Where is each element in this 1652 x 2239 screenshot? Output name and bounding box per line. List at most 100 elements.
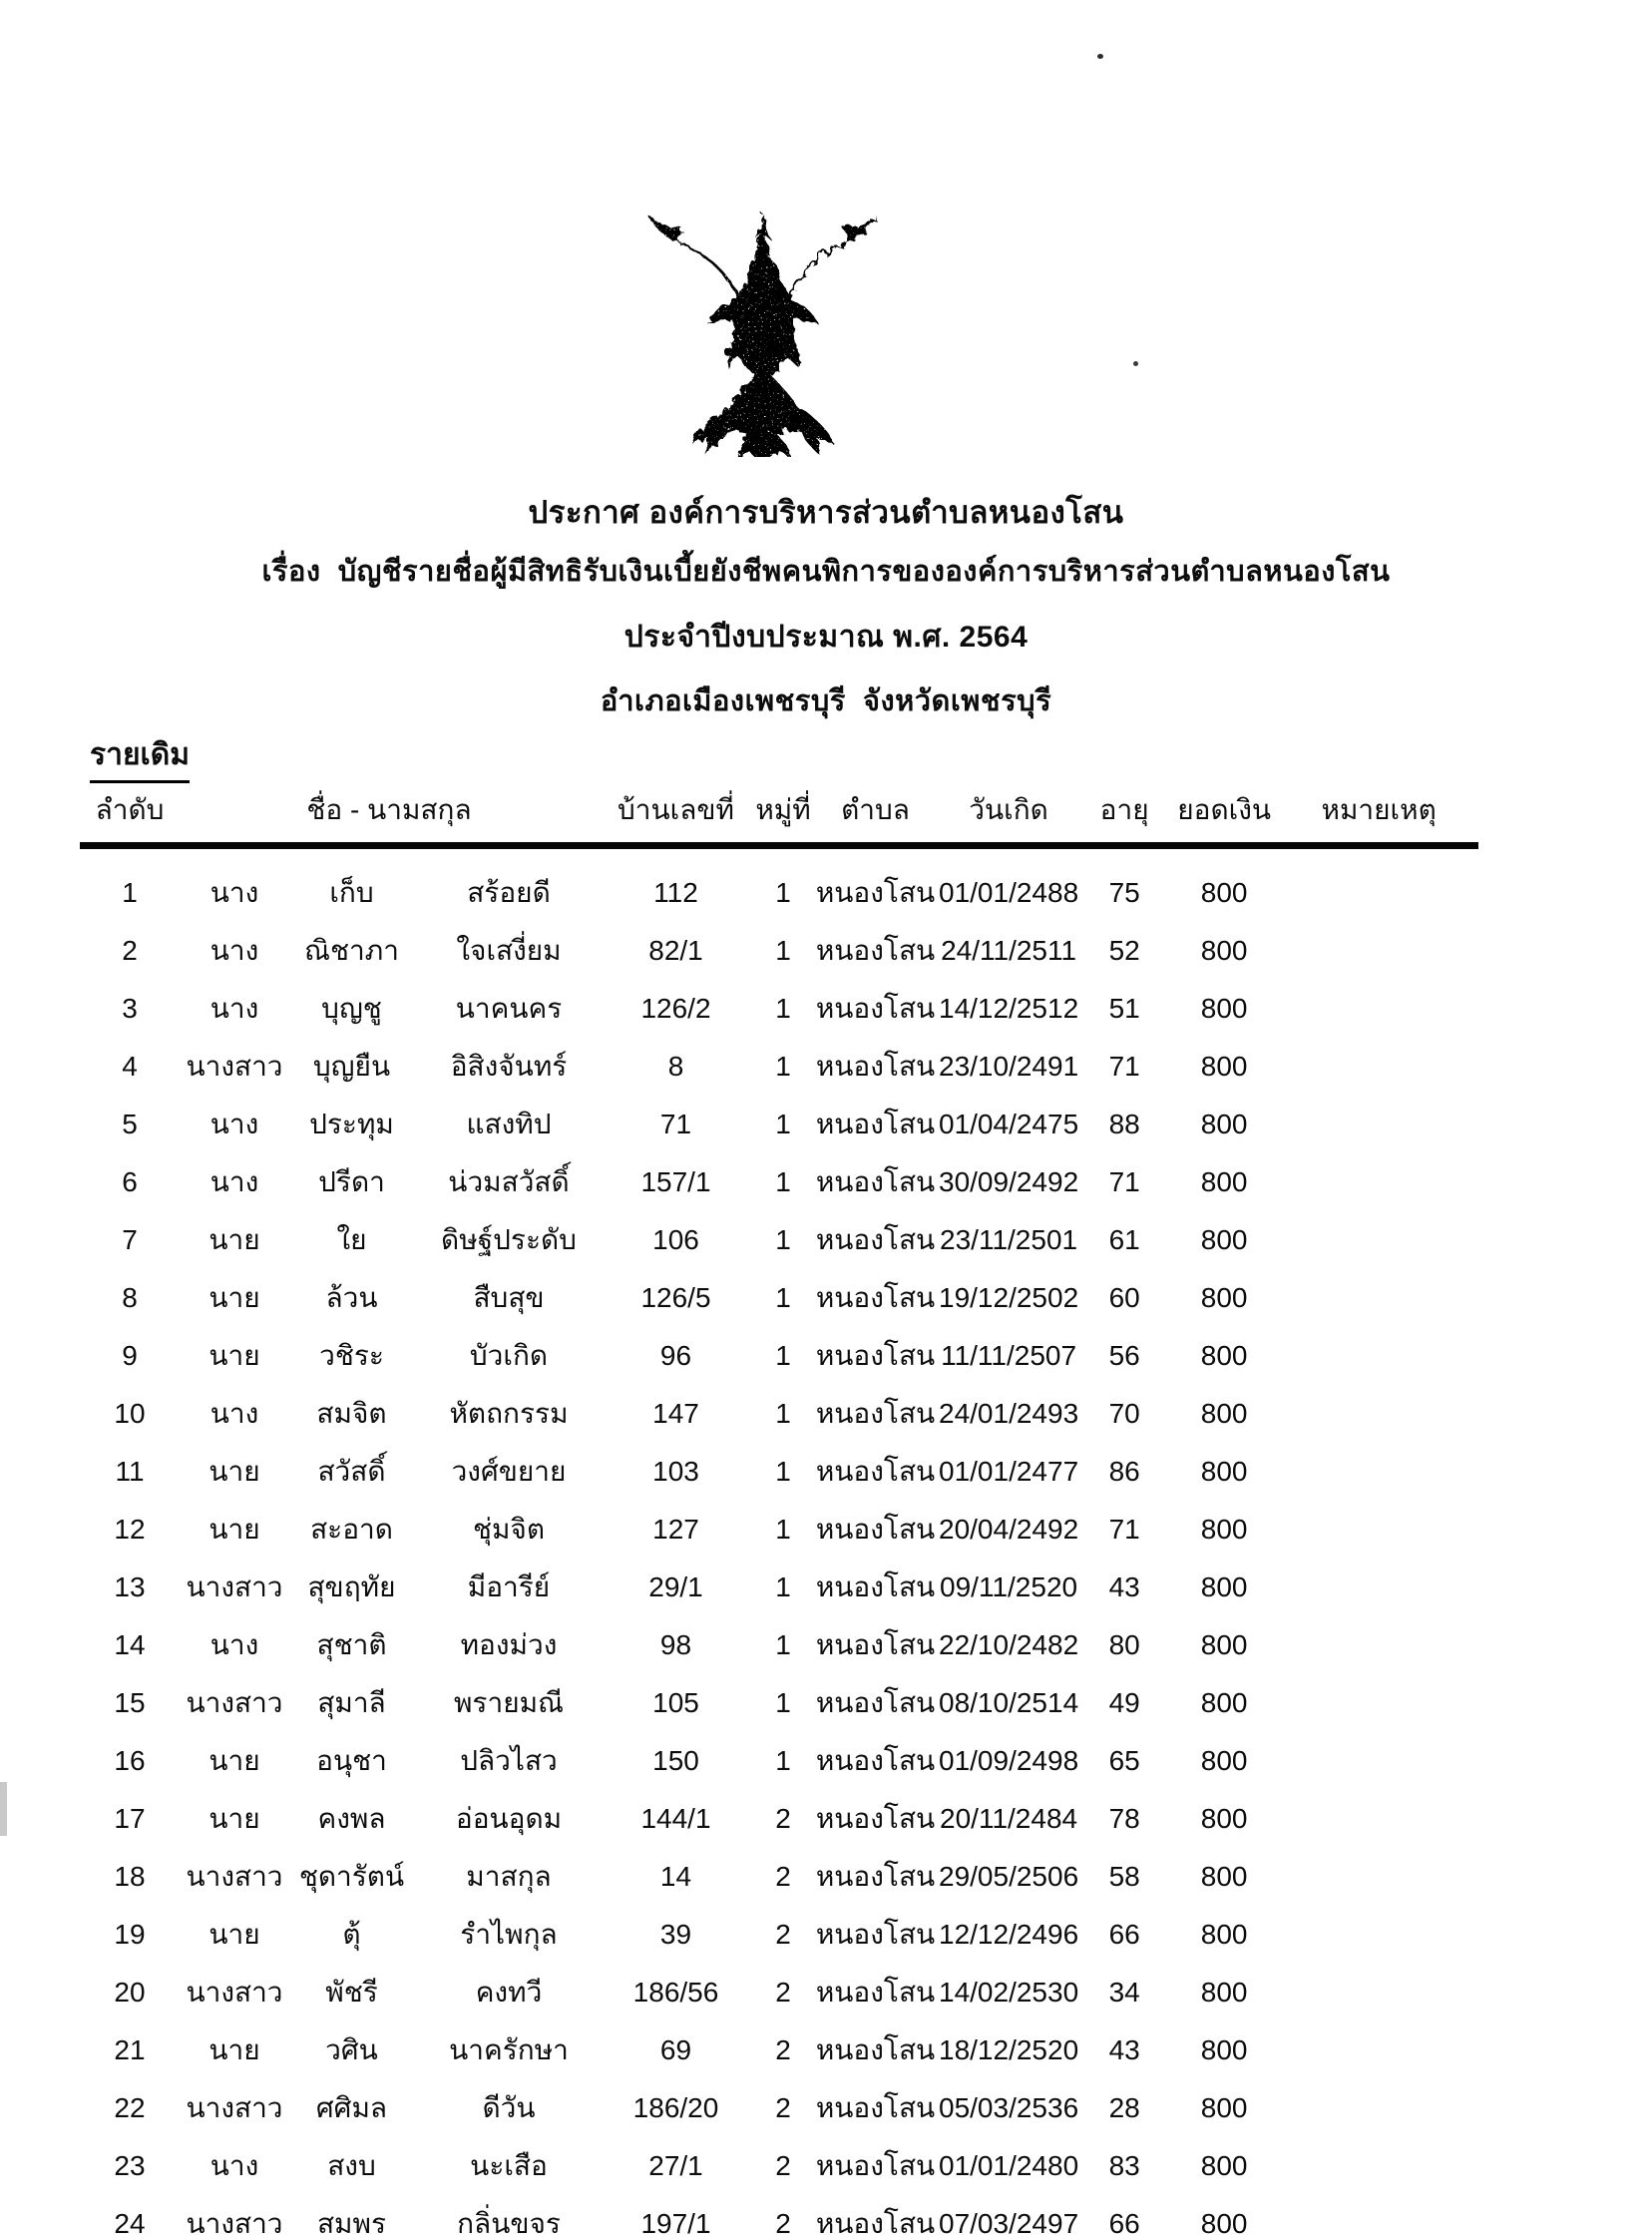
table-cell: 14 — [659, 1861, 692, 1892]
table-cell: 86 — [1108, 1456, 1140, 1487]
table-cell: 22/10/2482 — [939, 1629, 1079, 1660]
table-row: 14 นาง สุชาติ ทองม่วง 98 1 หนองโสน 22/10/2482 80… — [80, 1616, 1478, 1674]
table-cell: 65 — [1108, 1745, 1140, 1776]
table-cell — [1279, 1501, 1478, 1559]
table-cell: 10 — [114, 1398, 146, 1429]
table-cell: นาย — [208, 1514, 260, 1545]
table-row: 16 นาย อนุชา ปลิวไสว 150 1 หนองโสน 01/09/2498 65… — [80, 1732, 1478, 1790]
col-header-amount: ยอดเงิน — [1169, 774, 1280, 849]
table-cell: หนองโสน — [815, 1977, 936, 2008]
table-cell: 8 — [667, 1051, 684, 1082]
table-cell: หนองโสน — [815, 2150, 936, 2181]
table-cell: 800 — [1200, 2034, 1248, 2065]
table-cell: หนองโสน — [815, 1166, 936, 1197]
table-cell: 197/1 — [640, 2208, 711, 2239]
table-cell: 98 — [659, 1629, 692, 1660]
table-cell: 66 — [1108, 2208, 1140, 2239]
subject-line: เรื่อง บัญชีรายชื่อผู้มีสิทธิรับเงินเบี้… — [261, 556, 1391, 588]
table-cell: 105 — [652, 1687, 699, 1718]
table-cell: ศศิมล — [315, 2092, 388, 2123]
table-cell: 800 — [1200, 2208, 1248, 2239]
table-row: 5 นาง ประทุม แสงทิป 71 1 หนองโสน 01/04/2475 88 80… — [80, 1096, 1478, 1153]
table-cell: 186/56 — [632, 1977, 719, 2008]
table-cell: นาย — [208, 2034, 260, 2065]
table-row: 8 นาย ล้วน สืบสุข 126/5 1 หนองโสน 19/12/2502 60 8… — [80, 1269, 1478, 1327]
table-cell: ปรีดา — [318, 1166, 385, 1197]
table-cell: สมจิต — [316, 1398, 387, 1429]
table-row: 3 นาง บุญชู นาคนคร 126/2 1 หนองโสน 14/12/2512 51… — [80, 980, 1478, 1038]
table-cell: 01/04/2475 — [939, 1109, 1079, 1139]
table-cell: ล้วน — [325, 1282, 378, 1313]
table-cell: 2 — [775, 1919, 791, 1950]
beneficiary-table: ลำดับ ชื่อ - นามสกุล บ้านเลขที่ หมู่ที่ … — [80, 774, 1479, 2239]
table-cell: หนองโสน — [815, 1051, 936, 1082]
table-cell: หนองโสน — [815, 1514, 936, 1545]
col-header-moo: หมู่ที่ — [753, 774, 813, 849]
table-cell: นางสาว — [186, 1861, 283, 1892]
col-header-age: อายุ — [1079, 774, 1170, 849]
table-cell: นาง — [209, 1629, 259, 1660]
table-cell: 22 — [114, 2092, 146, 2123]
table-cell: หนองโสน — [815, 2034, 936, 2065]
table-cell — [1279, 1211, 1478, 1269]
table-cell: วชิระ — [319, 1340, 384, 1371]
table-row: 7 นาย ใย ดิษฐ์ประดับ 106 1 หนองโสน 23/11/2501 61… — [80, 1211, 1478, 1269]
scan-artifact-dot — [1133, 361, 1138, 366]
table-cell: 800 — [1200, 1919, 1248, 1950]
table-cell: สงบ — [327, 2150, 376, 2181]
table-cell: เก็บ — [329, 877, 374, 908]
garuda-emblem — [646, 211, 876, 457]
table-cell: 23/11/2501 — [940, 1224, 1078, 1255]
table-cell: 07/03/2497 — [939, 2208, 1079, 2239]
table-cell: 69 — [659, 2034, 692, 2065]
table-cell: 800 — [1200, 1166, 1248, 1197]
table-cell: 01/01/2480 — [939, 2150, 1079, 2181]
table-cell: สุมาลี — [317, 1687, 386, 1718]
table-cell: นาย — [208, 1340, 260, 1371]
table-cell: 01/01/2477 — [939, 1456, 1079, 1487]
table-cell: 66 — [1108, 1919, 1140, 1950]
table-row: 18 นางสาว ชุดารัตน์ มาสกุล 14 2 หนองโสน 29/05/2… — [80, 1848, 1478, 1906]
table-cell: นาคนคร — [455, 993, 563, 1024]
table-cell: 1 — [775, 877, 791, 908]
table-cell: มีอารีย์ — [467, 1571, 551, 1602]
table-cell: 88 — [1108, 1109, 1140, 1139]
table-cell: 78 — [1108, 1803, 1140, 1834]
table-cell: 800 — [1200, 1340, 1248, 1371]
table-cell — [1279, 1732, 1478, 1790]
table-cell: 34 — [1108, 1977, 1140, 2008]
table-cell: 01/09/2498 — [939, 1745, 1079, 1776]
table-cell: 800 — [1200, 1456, 1248, 1487]
table-cell: 23 — [114, 2150, 146, 2181]
table-cell: 05/03/2536 — [939, 2092, 1079, 2123]
table-cell: 1 — [122, 877, 138, 908]
table-cell: 800 — [1200, 1629, 1248, 1660]
table-cell: 1 — [775, 1340, 791, 1371]
table-cell: 71 — [1108, 1166, 1140, 1197]
table-row: 10 นาง สมจิต หัตถกรรม 147 1 หนองโสน 24/01/2493 7… — [80, 1385, 1478, 1443]
table-row: 6 นาง ปรีดา น่วมสวัสดิ์ 157/1 1 หนองโสน 30/09/2… — [80, 1153, 1478, 1211]
table-cell: 12 — [114, 1514, 146, 1545]
col-header-tambon: ตำบล — [813, 774, 938, 849]
table-row: 20 นางสาว พัชรี คงทวี 186/56 2 หนองโสน 14/02/25… — [80, 1964, 1478, 2021]
table-cell: 126/2 — [640, 993, 711, 1024]
table-cell: 20/04/2492 — [939, 1514, 1079, 1545]
table-row: 11 นาย สวัสดิ์ วงศ์ขยาย 103 1 หนองโสน 01/01/247… — [80, 1443, 1478, 1501]
table-cell: 52 — [1108, 935, 1140, 966]
table-cell: นาง — [209, 2150, 259, 2181]
table-cell: 11/11/2507 — [941, 1340, 1077, 1371]
table-cell: สืบสุข — [473, 1282, 545, 1313]
table-cell: 1 — [775, 1282, 791, 1313]
table-cell: 3 — [122, 993, 138, 1024]
table-cell: 186/20 — [632, 2092, 719, 2123]
table-header-row: ลำดับ ชื่อ - นามสกุล บ้านเลขที่ หมู่ที่ … — [80, 774, 1479, 849]
table-cell — [1279, 980, 1478, 1038]
table-cell: 08/10/2514 — [939, 1687, 1079, 1718]
table-cell: 80 — [1108, 1629, 1140, 1660]
table-cell: 1 — [775, 993, 791, 1024]
table-cell: 800 — [1200, 1745, 1248, 1776]
table-cell: หนองโสน — [815, 1803, 936, 1834]
table-cell: 21 — [114, 2034, 146, 2065]
scan-artifact-dot — [1097, 54, 1103, 59]
